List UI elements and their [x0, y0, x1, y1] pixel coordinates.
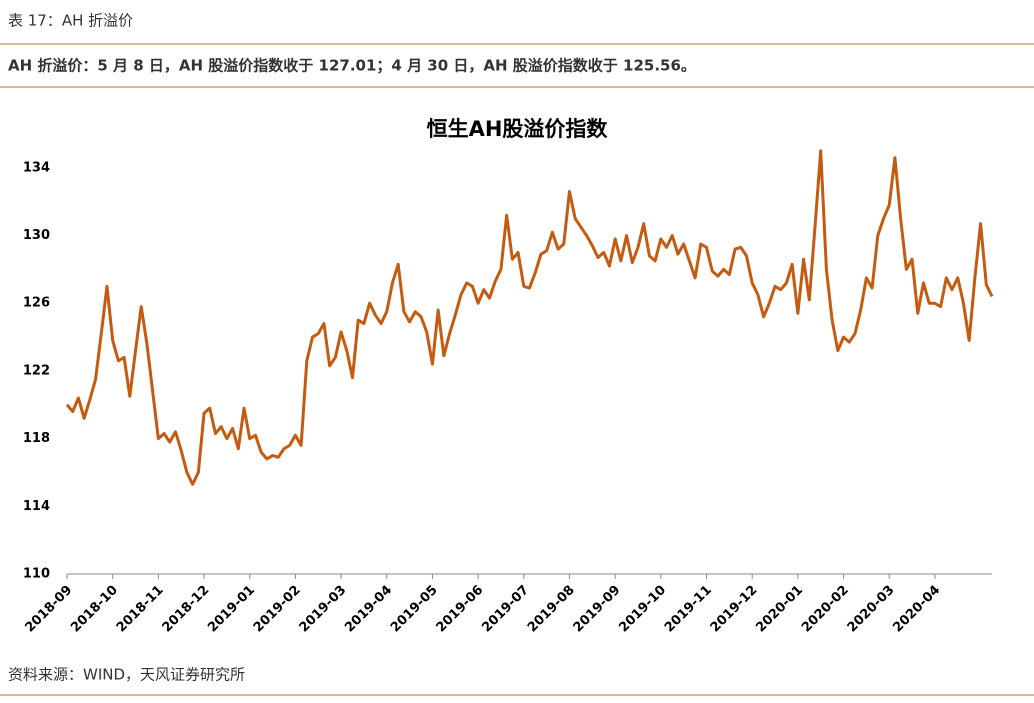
y-tick-label: 110: [23, 567, 50, 582]
x-tick-label: 2018-12: [160, 583, 213, 636]
x-tick-label: 2020-03: [845, 583, 898, 636]
y-tick-label: 126: [23, 296, 50, 311]
x-tick-label: 2020-04: [890, 583, 943, 636]
x-tick-label: 2019-01: [205, 583, 258, 636]
x-tick-label: 2019-05: [388, 583, 441, 636]
x-tick-label: 2019-06: [434, 583, 487, 636]
y-tick-label: 118: [23, 431, 50, 446]
y-tick-label: 134: [23, 160, 50, 175]
chart-title: 恒生AH股溢价指数: [427, 117, 609, 141]
x-tick-label: 2018-10: [68, 583, 121, 636]
x-tick-label: 2018-11: [114, 583, 167, 636]
source: 资料来源：WIND，天风证券研究所: [8, 666, 245, 684]
x-tick-label: 2019-12: [708, 583, 761, 636]
data-line: [65, 149, 994, 486]
x-tick-label: 2019-03: [297, 583, 350, 636]
x-tick-label: 2019-07: [479, 583, 532, 636]
x-tick-label: 2019-04: [342, 583, 395, 636]
x-tick-label: 2019-02: [251, 583, 304, 636]
x-tick-label: 2018-09: [23, 583, 76, 636]
x-tick-label: 2019-11: [662, 583, 715, 636]
x-tick-label: 2019-09: [571, 583, 624, 636]
table-caption: 表 17：AH 折溢价: [8, 12, 133, 30]
x-tick-label: 2020-02: [799, 583, 852, 636]
y-tick-label: 130: [23, 228, 50, 243]
y-tick-label: 114: [23, 499, 50, 514]
x-tick-label: 2019-10: [616, 583, 669, 636]
x-tick-label: 2019-08: [525, 583, 578, 636]
x-tick-label: 2020-01: [753, 583, 806, 636]
y-tick-label: 122: [23, 363, 50, 378]
summary: AH 折溢价：5 月 8 日，AH 股溢价指数收于 127.01；4 月 30 …: [8, 57, 696, 75]
